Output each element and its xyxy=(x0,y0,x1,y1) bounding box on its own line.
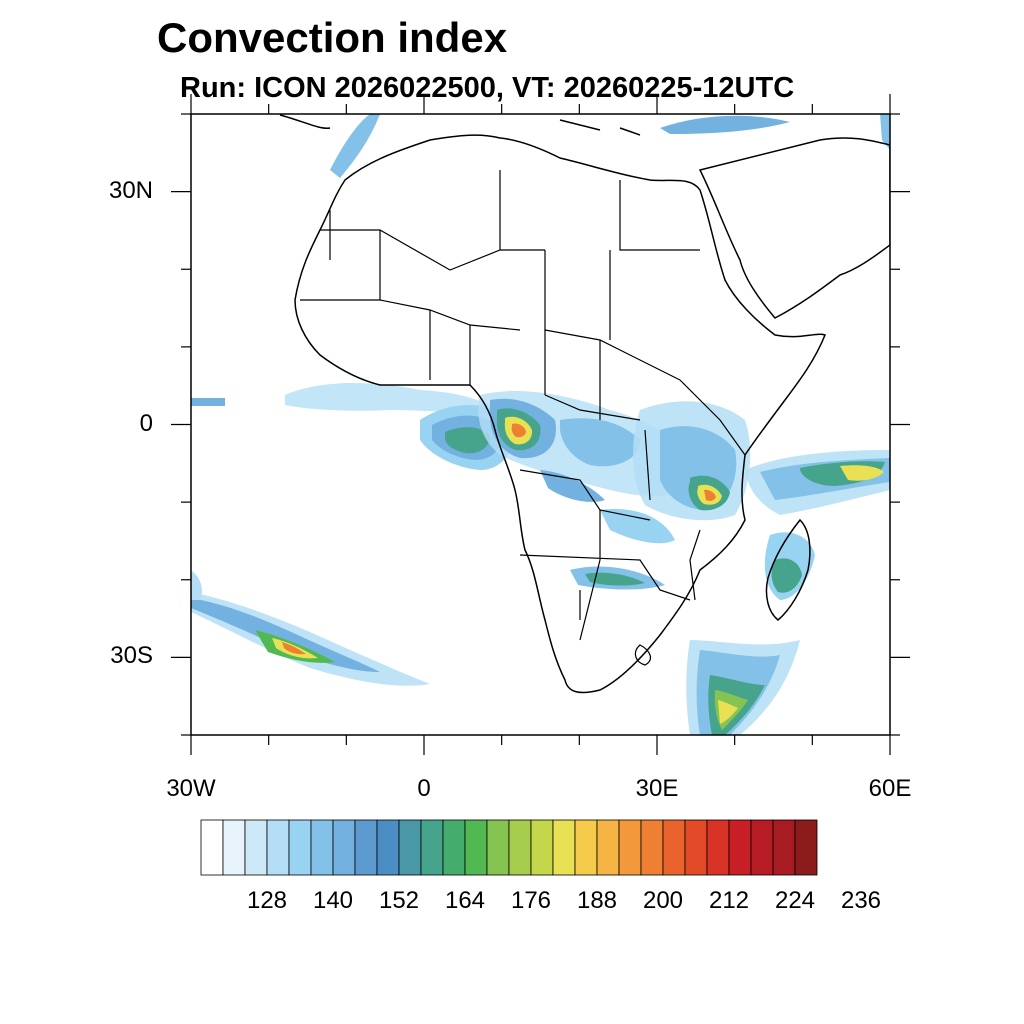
lat-label: 30S xyxy=(110,642,153,670)
lat-label: 30N xyxy=(108,176,153,204)
lon-label: 30W xyxy=(166,775,216,802)
lon-label: 0 xyxy=(417,775,431,802)
africa-coast xyxy=(294,134,827,694)
mediterranean-islands xyxy=(279,114,641,136)
colorbar-label: 236 xyxy=(840,887,882,914)
colorbar-label: 128 xyxy=(246,887,288,914)
convection-area-sw-atlantic xyxy=(191,592,430,686)
lat-label: 0 xyxy=(139,409,153,437)
convection-area-southeast xyxy=(686,640,800,735)
convection-field xyxy=(191,114,890,735)
convection-area-east-africa xyxy=(570,401,751,590)
map-ticks xyxy=(171,94,910,755)
arabia-coast xyxy=(698,137,890,319)
colorbar-label: 164 xyxy=(444,887,486,914)
lon-label: 60E xyxy=(868,775,912,802)
madagascar-coast xyxy=(765,518,811,621)
colorbar-label: 212 xyxy=(708,887,750,914)
colorbar-label: 224 xyxy=(774,887,816,914)
colorbar-label: 152 xyxy=(378,887,420,914)
colorbar-label: 200 xyxy=(642,887,684,914)
border-lines xyxy=(300,170,746,666)
chart-title: Convection index xyxy=(157,14,508,61)
lon-label: 30E xyxy=(635,775,679,802)
convection-area-north xyxy=(191,114,890,600)
colorbar-label: 140 xyxy=(312,887,354,914)
colorbar-label: 188 xyxy=(576,887,618,914)
coastlines xyxy=(279,114,890,694)
colorbar-label: 176 xyxy=(510,887,552,914)
chart-subtitle: Run: ICON 2026022500, VT: 20260225-12UTC xyxy=(180,72,795,104)
